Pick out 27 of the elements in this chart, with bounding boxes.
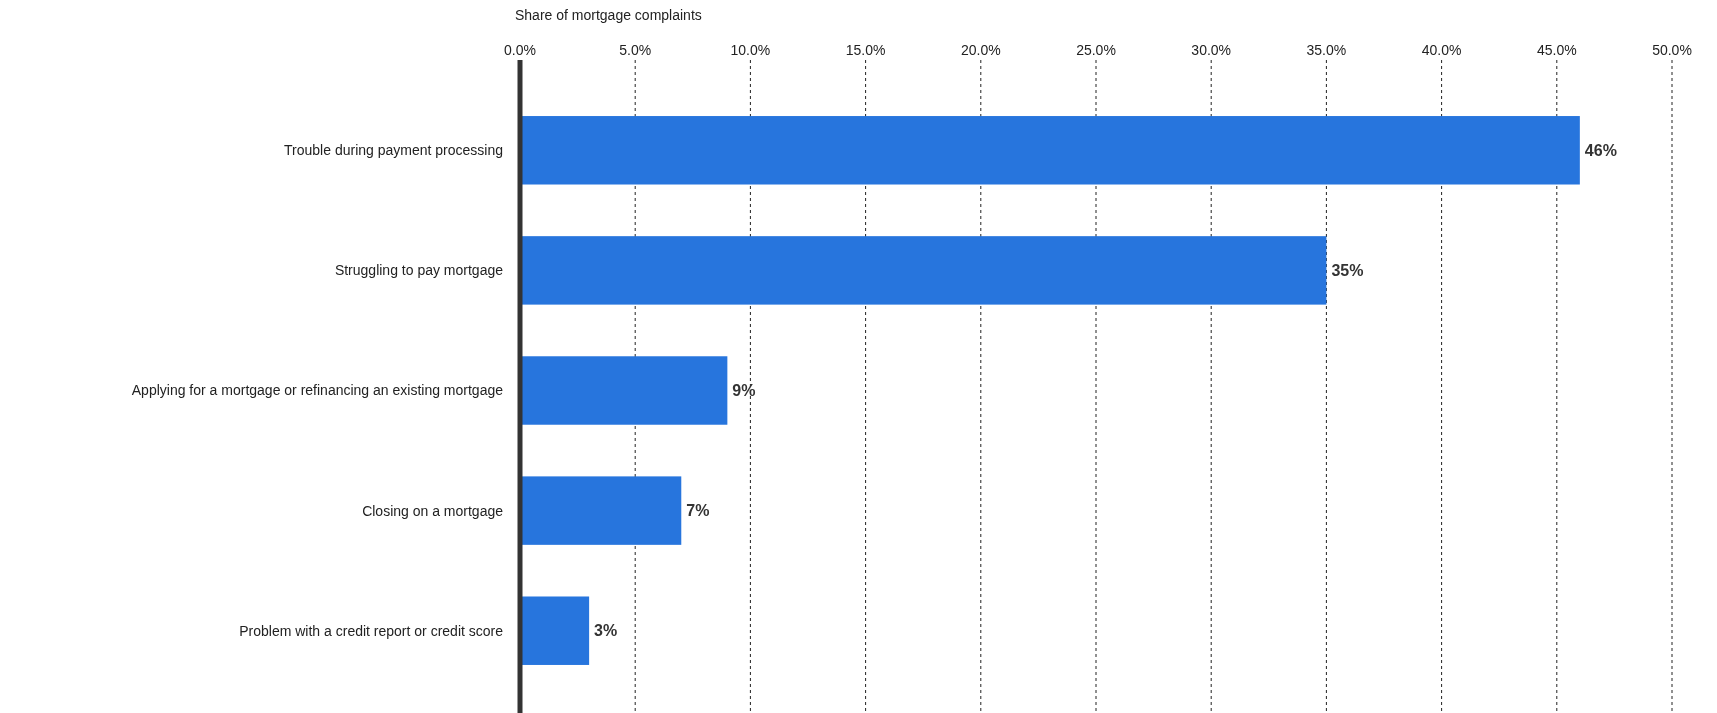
bar [520, 236, 1327, 305]
x-tick-label: 40.0% [1421, 42, 1462, 58]
x-tick-label: 50.0% [1652, 42, 1692, 58]
bar [520, 116, 1580, 185]
x-tick-label: 25.0% [1076, 42, 1116, 58]
y-tick-label: Applying for a mortgage or refinancing an existing mortgage [131, 382, 504, 399]
x-tick-label: 45.0% [1536, 42, 1577, 58]
data-label: 7% [686, 502, 710, 520]
data-label: 3% [594, 622, 618, 640]
bar [520, 476, 682, 545]
y-tick-label: Problem with a credit report or credit score [239, 622, 504, 639]
x-tick-label: 15.0% [845, 42, 886, 58]
y-tick-label: Trouble during payment processing [284, 142, 503, 159]
x-tick-label: 5.0% [619, 42, 652, 58]
x-tick-label: 30.0% [1191, 42, 1232, 58]
y-tick-label: Struggling to pay mortgage [334, 262, 504, 279]
x-tick-label: 0.0% [504, 42, 536, 58]
y-tick-label: Closing on a mortgage [362, 502, 504, 519]
bar [520, 356, 728, 425]
bar [520, 596, 590, 665]
x-axis-title: Share of mortgage complaints [515, 7, 702, 23]
data-label: 46% [1584, 141, 1617, 159]
x-tick-label: 20.0% [960, 42, 1001, 58]
data-label: 35% [1331, 261, 1364, 279]
data-label: 9% [732, 382, 756, 400]
x-tick-label: 35.0% [1306, 42, 1347, 58]
x-tick-label: 10.0% [730, 42, 771, 58]
